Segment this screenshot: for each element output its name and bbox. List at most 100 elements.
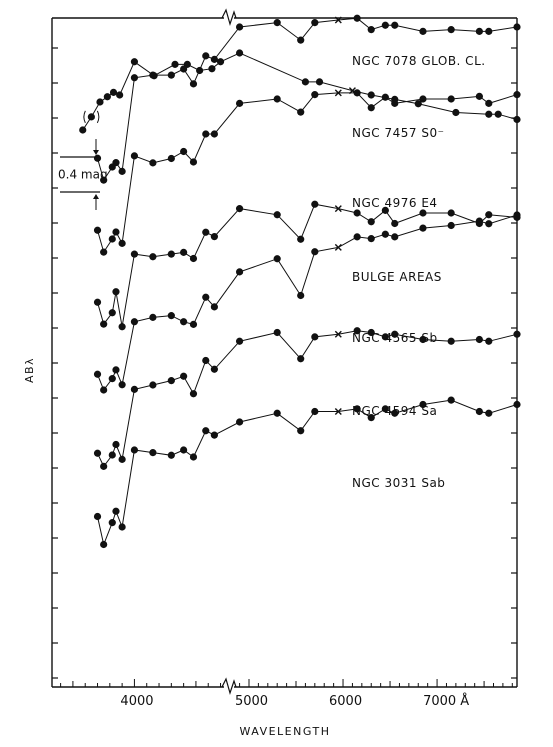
series-point — [167, 71, 175, 79]
series-point — [513, 330, 521, 338]
series-point — [391, 21, 399, 29]
series-point — [311, 248, 319, 256]
series-label: NGC 4594 Sa — [352, 404, 437, 418]
series-point — [108, 235, 116, 243]
series-point — [391, 99, 399, 107]
series-point — [210, 233, 218, 241]
series-point — [79, 126, 87, 134]
series-line — [97, 399, 518, 547]
series-point — [108, 375, 116, 383]
series-point — [235, 49, 244, 57]
series-label: NGC 3031 Sab — [352, 476, 445, 490]
series-line — [97, 17, 518, 182]
series-point — [235, 99, 244, 107]
axis-ticks: 4000 5000 6000 7000 Å — [52, 47, 517, 709]
series-point — [273, 328, 281, 337]
series-point — [494, 110, 502, 118]
series-point — [118, 381, 126, 389]
series-point — [180, 372, 188, 380]
series-point — [167, 377, 175, 385]
series-point — [419, 224, 427, 232]
series-point — [475, 27, 483, 35]
series-point — [149, 71, 157, 79]
series-point — [297, 291, 305, 300]
series-point — [315, 78, 324, 86]
series-point — [513, 91, 521, 99]
series-point — [100, 540, 108, 549]
series-point — [485, 99, 493, 107]
series-point — [475, 407, 483, 416]
series-point — [180, 318, 188, 326]
series-point — [108, 519, 116, 527]
series-point — [367, 218, 375, 226]
series-point — [93, 154, 102, 162]
series-point — [130, 74, 139, 82]
series-point — [96, 98, 104, 106]
series-point — [391, 233, 399, 241]
series-point — [297, 355, 305, 363]
scale-bar-arrowhead-down — [93, 150, 99, 155]
series-point — [103, 93, 111, 101]
series-point — [367, 104, 375, 112]
series-point — [93, 449, 102, 457]
series-point — [149, 159, 157, 167]
series-point — [167, 451, 175, 459]
series-point — [202, 427, 210, 435]
series-cross-point — [334, 205, 342, 213]
series-point — [367, 328, 375, 337]
series-point — [189, 320, 198, 328]
series-point — [189, 453, 198, 461]
series-point — [485, 27, 493, 35]
series-point — [447, 221, 455, 230]
series-point — [118, 323, 126, 331]
series-point — [353, 233, 361, 241]
series-line — [97, 214, 518, 392]
series-point — [116, 91, 124, 99]
series-point — [180, 248, 188, 256]
series-point — [235, 23, 244, 31]
series-point — [485, 110, 493, 118]
series-cross-point — [334, 16, 342, 24]
series-point — [485, 337, 493, 345]
series-point — [235, 268, 244, 276]
series-point — [167, 250, 175, 258]
series-label: NGC 4976 E4 — [352, 196, 438, 210]
series-point — [367, 91, 375, 99]
series-point — [202, 293, 210, 301]
series-point — [419, 95, 427, 103]
series-point — [118, 239, 126, 247]
series-point — [189, 158, 198, 166]
series-point — [235, 418, 244, 426]
series-labels: NGC 7078 GLOB. CL. NGC 7457 S0⁻ NGC 4976 E… — [352, 54, 485, 490]
series-point — [130, 318, 139, 326]
series-point — [112, 288, 120, 296]
series-point — [381, 93, 389, 101]
series-point — [130, 58, 139, 66]
series-point — [367, 26, 375, 34]
series-point — [447, 337, 455, 345]
series-point — [475, 92, 483, 100]
series-point — [93, 226, 102, 234]
series-point — [196, 66, 204, 75]
series-point — [100, 386, 108, 394]
series-point — [353, 405, 361, 413]
series-point — [130, 250, 139, 258]
x-tick-label: 6000 — [329, 694, 362, 709]
series-point — [202, 356, 210, 365]
series-paren-point — [87, 113, 95, 121]
series-point — [210, 303, 218, 311]
series-point — [311, 19, 319, 27]
series-point — [513, 211, 521, 219]
series-point — [447, 209, 455, 217]
scale-bar-arrowhead-up — [93, 194, 99, 199]
series-point — [235, 205, 244, 213]
series-point — [414, 100, 422, 108]
series-point — [180, 446, 188, 454]
series-point — [208, 65, 216, 73]
series-point — [149, 381, 157, 389]
series-point — [419, 27, 427, 35]
series-point — [381, 230, 389, 238]
series-point — [513, 400, 521, 409]
series-label: NGC 7457 S0⁻ — [352, 126, 444, 140]
